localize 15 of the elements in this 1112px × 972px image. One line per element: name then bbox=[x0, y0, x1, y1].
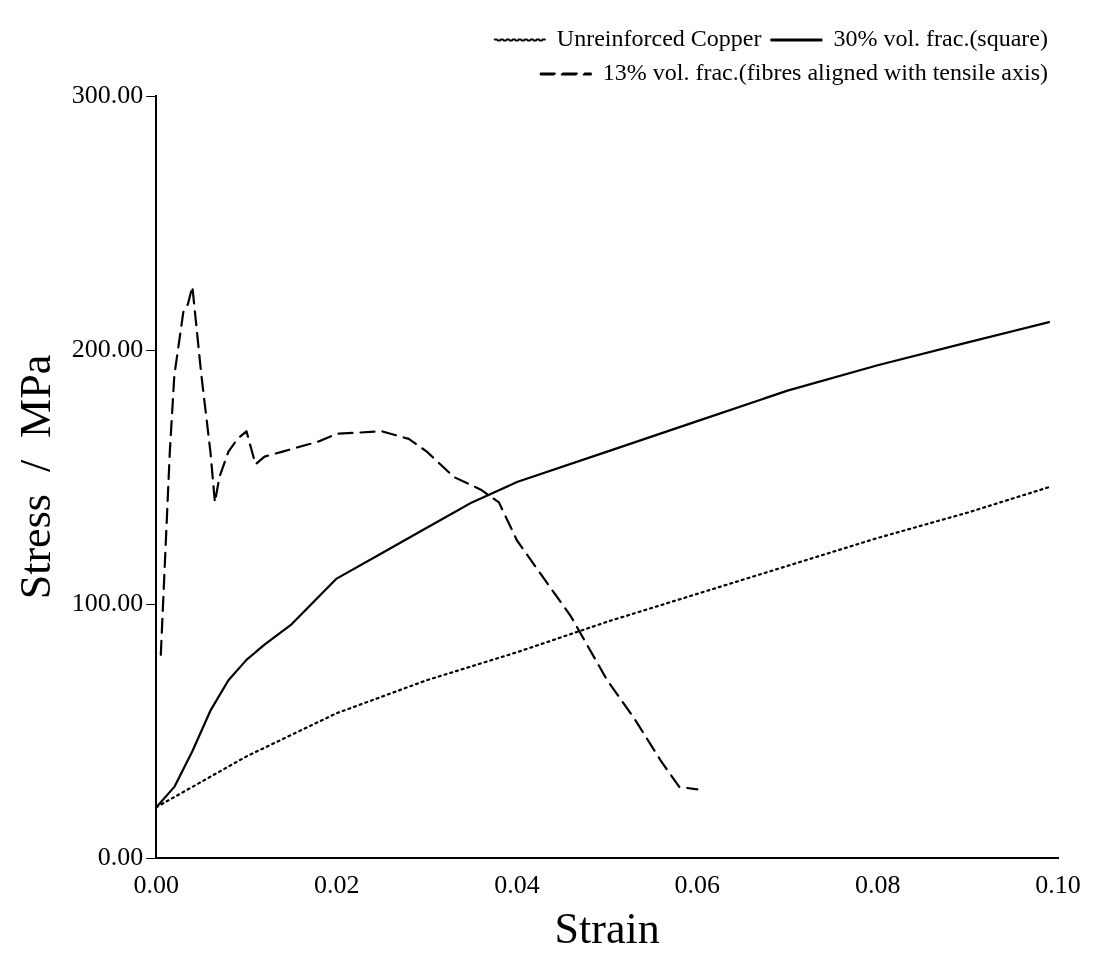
x-axis-title: Strain bbox=[554, 904, 660, 954]
legend-label: Unreinforced Copper bbox=[556, 25, 762, 52]
y-tick-label: 100.00 bbox=[71, 587, 144, 617]
x-tick-label: 0.08 bbox=[854, 870, 901, 900]
y-tick-label: 0.00 bbox=[97, 841, 144, 871]
x-tick-label: 0.06 bbox=[674, 870, 721, 900]
x-tick-label: 0.10 bbox=[1035, 870, 1081, 900]
y-axis-title: Stress / MPa bbox=[10, 354, 60, 600]
legend-label: 30% vol. frac.(square) bbox=[833, 25, 1049, 52]
x-tick-label: 0.04 bbox=[494, 870, 540, 900]
x-tick-label: 0.02 bbox=[313, 870, 360, 900]
x-tick-label: 0.00 bbox=[133, 870, 180, 900]
y-tick-label: 300.00 bbox=[71, 79, 144, 109]
legend-label: 13% vol. frac.(fibres aligned with tensile axis) bbox=[602, 59, 1049, 86]
y-tick-label: 200.00 bbox=[71, 333, 144, 363]
